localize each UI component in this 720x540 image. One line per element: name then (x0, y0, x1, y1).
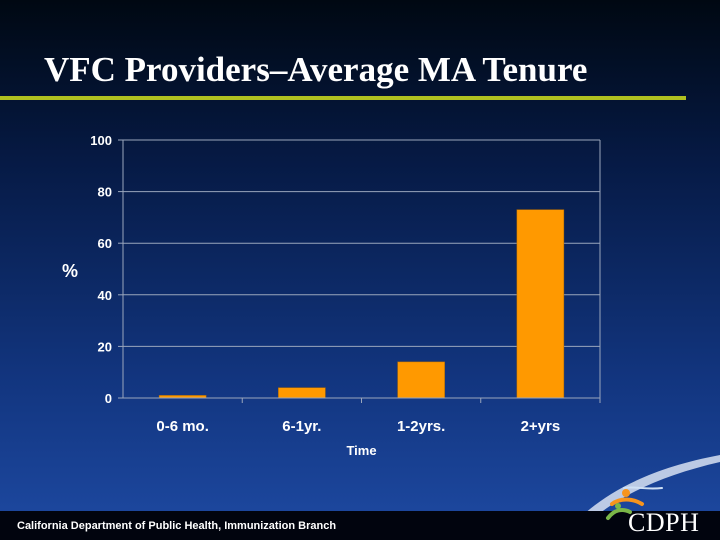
cdph-logo-icon (606, 486, 663, 520)
y-tick-label: 100 (90, 133, 112, 148)
footer-text: California Department of Public Health, … (17, 520, 337, 532)
bar (397, 361, 445, 399)
y-tick-label: 0 (105, 391, 112, 406)
x-tick-label: 6-1yr. (282, 418, 321, 435)
y-tick-label: 20 (98, 339, 112, 354)
x-tick-label: 0-6 mo. (156, 418, 209, 435)
bar (516, 209, 565, 399)
y-tick-label: 60 (98, 236, 112, 251)
y-tick-label: 40 (98, 288, 112, 303)
x-axis-label: Time (346, 443, 376, 458)
chart-axes (118, 139, 601, 403)
x-tick-label: 1-2yrs. (397, 418, 445, 435)
footer-bar (0, 511, 720, 540)
title-underline (0, 96, 686, 100)
cdph-logo: CDPH (604, 484, 704, 537)
logo-text: CDPH (628, 508, 700, 537)
y-tick-label: 80 (98, 185, 112, 200)
y-axis-label: % (62, 261, 78, 281)
slide-title: VFC Providers–Average MA Tenure (44, 50, 588, 89)
chart-labels: 0 20 40 60 80 100 0-6 mo. 6-1yr. 1-2yrs. 2+yrs% Ti… (62, 133, 560, 458)
x-tick-label: 2+yrs (521, 418, 561, 435)
